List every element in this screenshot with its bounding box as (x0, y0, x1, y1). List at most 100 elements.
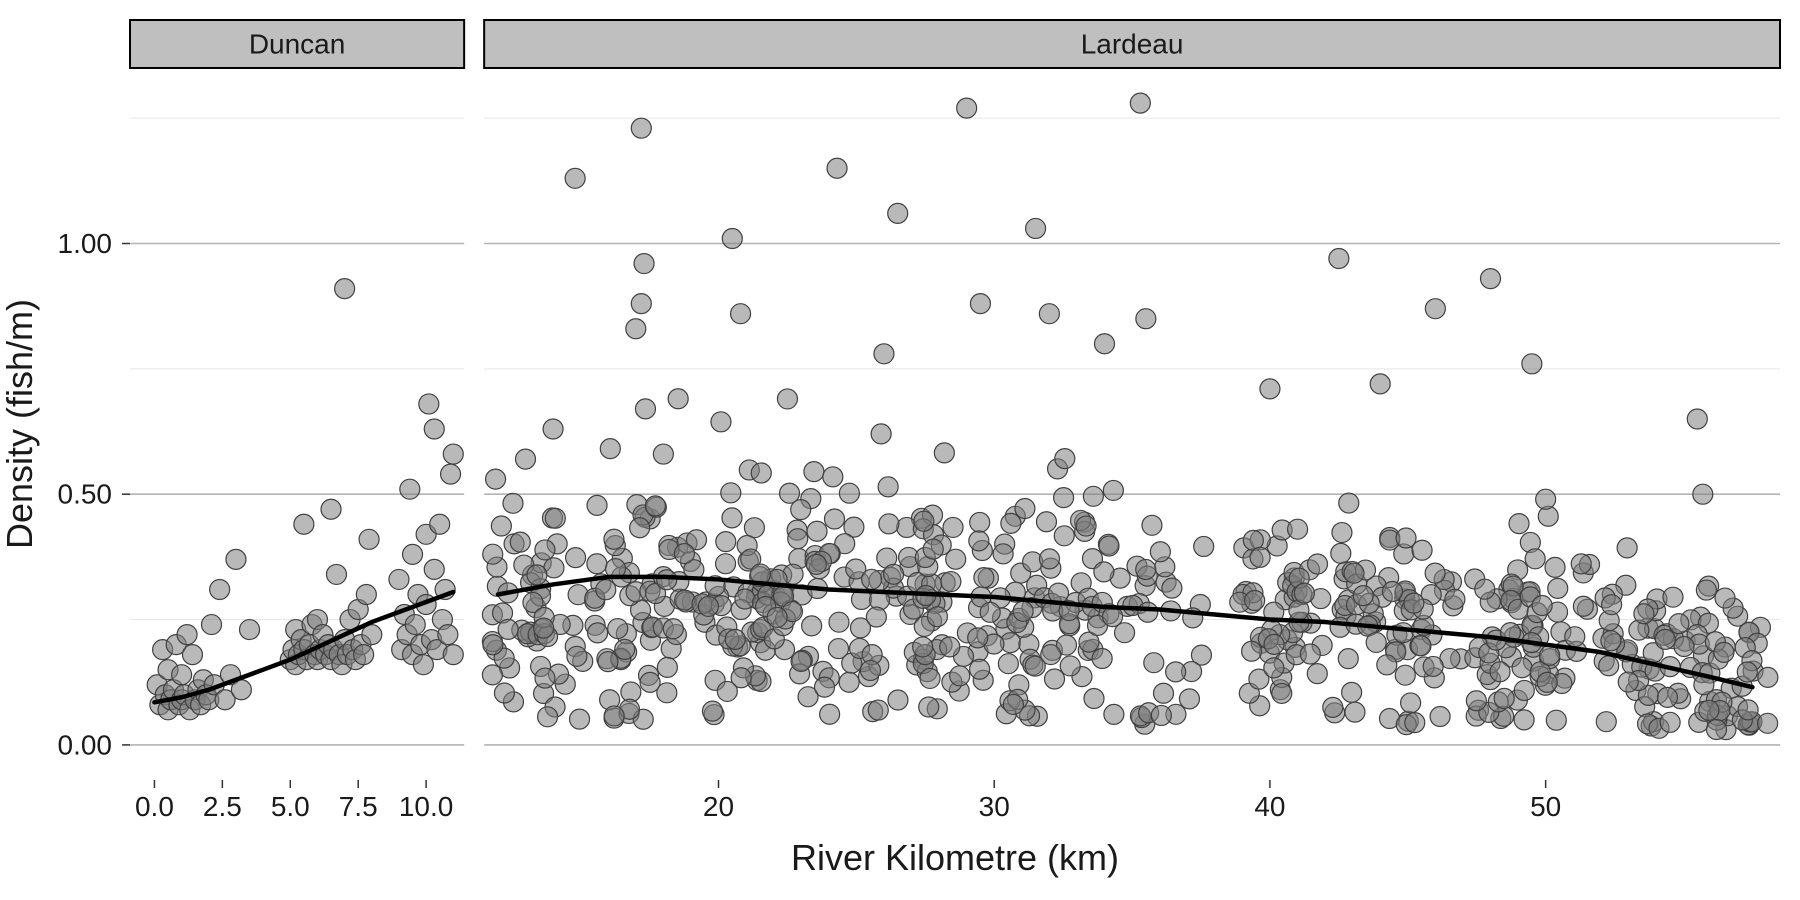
data-point (1054, 488, 1074, 508)
data-point (1618, 672, 1638, 692)
data-point (634, 254, 654, 274)
data-point (1758, 667, 1778, 687)
data-point (888, 690, 908, 710)
data-point (1401, 693, 1421, 713)
data-point (969, 531, 989, 551)
data-point (321, 499, 341, 519)
data-point (1546, 710, 1566, 730)
data-point (823, 467, 843, 487)
data-point (535, 540, 555, 560)
data-point (970, 512, 990, 532)
data-point (751, 463, 771, 483)
data-point (716, 554, 736, 574)
data-point (400, 479, 420, 499)
data-point (1332, 523, 1352, 543)
data-point (1001, 513, 1021, 533)
data-point (839, 483, 859, 503)
scatter-facet-chart: Duncan0.02.55.07.510.0Lardeau203040500.0… (0, 0, 1800, 900)
data-point (1537, 672, 1557, 692)
data-point (1599, 656, 1619, 676)
data-point (587, 495, 607, 515)
data-point (1405, 713, 1425, 733)
data-point (1532, 596, 1552, 616)
data-point (210, 579, 230, 599)
data-point (824, 509, 844, 529)
data-point (1525, 549, 1545, 569)
data-point (1494, 688, 1514, 708)
data-point (1095, 334, 1115, 354)
data-point (1737, 662, 1757, 682)
data-point (1294, 583, 1314, 603)
data-point (1136, 559, 1156, 579)
data-point (1696, 580, 1716, 600)
data-point (326, 564, 346, 584)
data-point (717, 681, 737, 701)
x-tick-label: 2.5 (203, 791, 242, 822)
data-point (1573, 596, 1593, 616)
data-point (1548, 578, 1568, 598)
data-point (1162, 578, 1182, 598)
data-point (1466, 691, 1486, 711)
data-point (957, 98, 977, 118)
data-point (1136, 309, 1156, 329)
data-point (1395, 665, 1415, 685)
x-tick-label: 20 (703, 791, 734, 822)
data-point (767, 607, 787, 627)
data-point (919, 697, 939, 717)
data-point (1104, 704, 1124, 724)
data-point (1758, 713, 1778, 733)
data-point (1060, 656, 1080, 676)
data-point (884, 564, 904, 584)
data-point (491, 516, 511, 536)
data-point (721, 483, 741, 503)
data-point (674, 544, 694, 564)
data-point (1245, 591, 1265, 611)
x-tick-label: 5.0 (271, 791, 310, 822)
data-point (657, 570, 677, 590)
data-point (653, 444, 673, 464)
facet-label: Lardeau (1081, 29, 1184, 60)
data-point (231, 680, 251, 700)
data-point (888, 203, 908, 223)
data-point (1490, 662, 1510, 682)
data-point (1144, 653, 1164, 673)
data-point (570, 709, 590, 729)
data-point (1663, 587, 1683, 607)
data-point (527, 565, 547, 585)
data-point (354, 645, 374, 665)
data-point (1039, 549, 1059, 569)
data-point (1714, 642, 1734, 662)
x-tick-label: 10.0 (399, 791, 454, 822)
data-point (598, 652, 618, 672)
data-point (226, 549, 246, 569)
data-point (1512, 658, 1532, 678)
data-point (920, 668, 940, 688)
data-point (172, 665, 192, 685)
data-point (1344, 563, 1364, 583)
data-point (389, 569, 409, 589)
y-tick-label: 0.00 (58, 729, 113, 760)
data-point (1601, 631, 1621, 651)
data-point (534, 618, 554, 638)
y-tick-label: 1.00 (58, 228, 113, 259)
data-point (1514, 710, 1534, 730)
data-point (1706, 720, 1726, 740)
x-tick-label: 7.5 (339, 791, 378, 822)
data-point (780, 483, 800, 503)
data-point (615, 639, 635, 659)
data-point (494, 683, 514, 703)
data-point (1300, 644, 1320, 664)
data-point (335, 279, 355, 299)
data-point (1411, 636, 1431, 656)
data-point (1699, 700, 1719, 720)
data-point (860, 660, 880, 680)
data-point (1423, 656, 1443, 676)
data-point (1307, 664, 1327, 684)
data-point (202, 615, 222, 635)
data-point (839, 672, 859, 692)
data-point (543, 419, 563, 439)
data-point (545, 508, 565, 528)
data-point (940, 637, 960, 657)
data-point (941, 572, 961, 592)
data-point (806, 554, 826, 574)
